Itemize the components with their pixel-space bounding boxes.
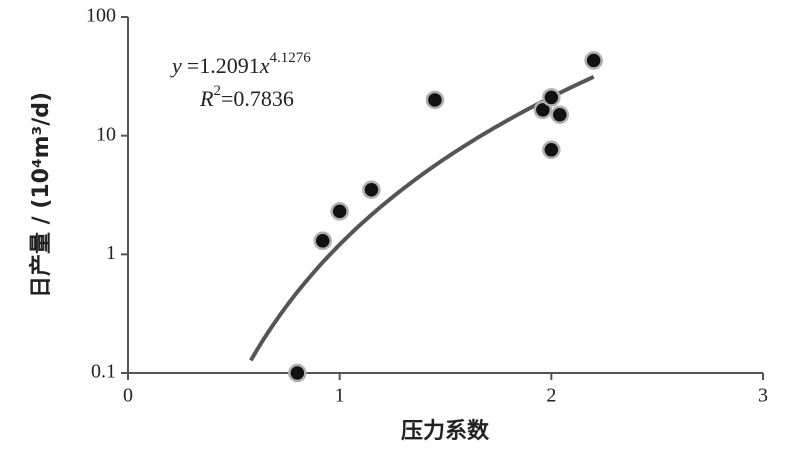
eq-exponent: 4.1276 — [269, 50, 311, 66]
eq-var: x — [259, 53, 270, 78]
data-point — [362, 180, 381, 200]
eq-lhs: y — [170, 53, 182, 78]
y-tick-label: 100 — [86, 5, 116, 27]
data-point — [330, 202, 349, 221]
eq-sign: = — [187, 53, 199, 78]
data-point — [542, 140, 561, 160]
r-squared: 0.7836 — [233, 86, 294, 111]
data-point — [425, 90, 445, 110]
fit-curve — [249, 74, 595, 362]
r-label: R — [199, 86, 214, 111]
y-tick-label: 1 — [106, 242, 116, 264]
x-tick-label: 2 — [546, 385, 556, 407]
eq-coefficient: 1.2091 — [199, 53, 260, 78]
r-eq: = — [221, 86, 233, 111]
data-point — [313, 231, 332, 251]
x-tick-label: 0 — [123, 385, 133, 407]
y-tick-label: 10 — [96, 123, 116, 145]
data-point — [550, 105, 570, 125]
y-axis-label: 日产量 / (10⁴m³/d) — [29, 92, 54, 298]
data-point — [288, 363, 307, 383]
fit-equation: y =1.2091x4.1276 — [170, 50, 311, 78]
x-axis-label: 压力系数 — [401, 418, 490, 444]
data-point — [584, 51, 603, 70]
y-tick-label: 0.1 — [91, 361, 116, 383]
x-tick-label: 3 — [758, 385, 768, 407]
r-power: 2 — [213, 83, 221, 99]
x-tick-label: 1 — [335, 385, 345, 407]
data-point — [542, 88, 561, 107]
data-point — [533, 100, 553, 120]
fit-r2: R2=0.7836 — [199, 83, 294, 111]
